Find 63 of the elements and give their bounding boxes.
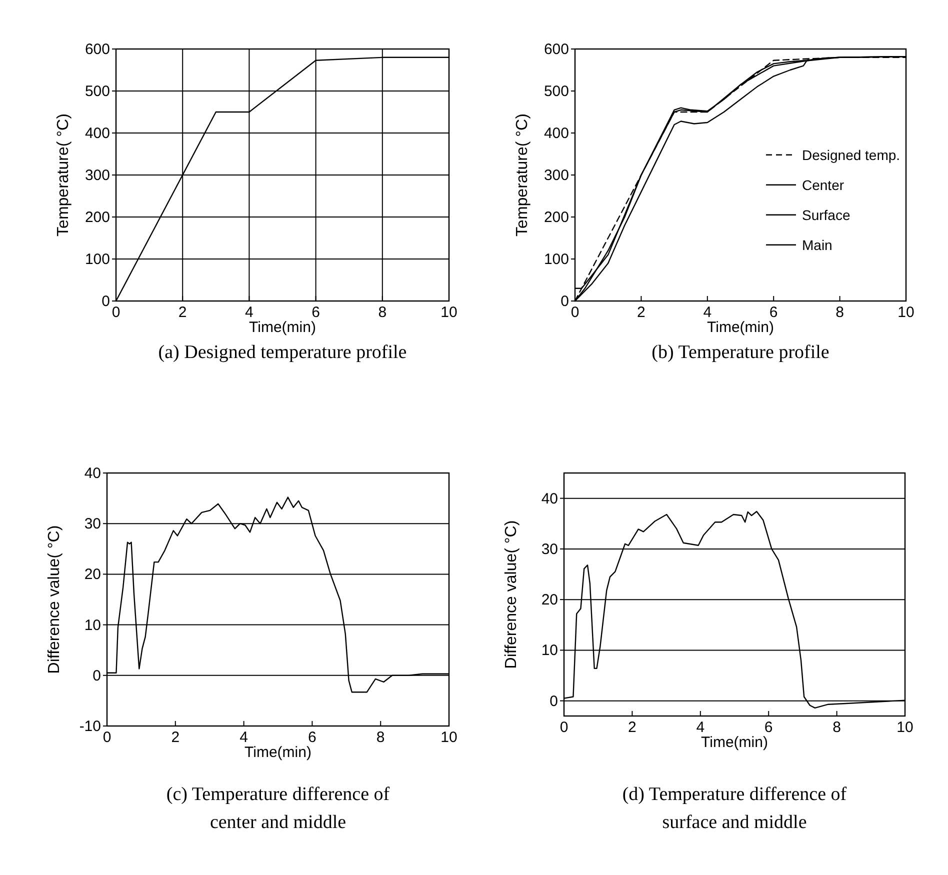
x-tick-label: 0 [112, 304, 120, 321]
text: (b) Temperature profile [652, 342, 830, 363]
y-tick-label: 300 [544, 167, 569, 184]
x-tick-label: 2 [628, 719, 636, 736]
y-tick-label: 600 [84, 41, 110, 58]
y-tick-label: 0 [102, 293, 110, 310]
x-tick-label: 4 [245, 304, 254, 321]
y-tick-label: 0 [560, 293, 569, 310]
legend-label: Center [802, 176, 844, 193]
y-tick-label: 20 [84, 566, 101, 584]
y-tick-label: 10 [541, 642, 558, 660]
y-tick-label: 0 [92, 667, 101, 684]
y-tick-label: 40 [541, 490, 558, 508]
x-tick-label: 0 [570, 304, 580, 321]
text: (c) Temperature difference of center and middle [166, 784, 390, 833]
legend-label: Main [802, 236, 832, 253]
y-tick-label: -10 [79, 718, 101, 735]
y-tick-label: 400 [84, 125, 110, 142]
y-tick-label: 200 [544, 209, 569, 226]
x-tick-label: 4 [703, 304, 712, 321]
x-tick-label: 2 [178, 304, 187, 321]
y-tick-label: 30 [84, 516, 101, 533]
y-tick-label: 30 [541, 540, 558, 558]
text: (a) Designed temperature profile [158, 342, 407, 363]
y-axis-title: Temperature( °C) [55, 114, 72, 236]
text: (d) Temperature difference of surface and middle [622, 784, 848, 833]
x-tick-label: 6 [312, 304, 320, 321]
y-axis-title: Temperature( °C) [514, 114, 531, 236]
x-tick-label: 6 [769, 304, 778, 321]
legend-label: Surface [802, 206, 850, 223]
x-tick-label: 6 [308, 729, 316, 746]
x-tick-label: 6 [764, 719, 773, 736]
x-tick-label: 8 [836, 304, 844, 321]
x-axis-title: Time(min) [707, 319, 774, 336]
x-tick-label: 10 [898, 304, 914, 321]
y-tick-label: 200 [84, 209, 110, 226]
x-tick-label: 8 [832, 719, 841, 736]
x-tick-label: 10 [440, 729, 458, 746]
x-axis-title: Time(min) [244, 744, 312, 761]
y-tick-label: 100 [84, 251, 110, 268]
x-axis-title: Time(min) [701, 734, 768, 751]
y-tick-label: 500 [84, 83, 110, 100]
x-axis-title: Time(min) [249, 319, 316, 336]
y-tick-label: 300 [84, 167, 110, 184]
y-tick-label: 0 [550, 692, 558, 710]
y-tick-label: 20 [541, 592, 558, 609]
x-tick-label: 2 [171, 729, 180, 746]
y-tick-label: 10 [84, 616, 101, 634]
y-tick-label: 100 [544, 251, 569, 268]
y-tick-label: 400 [544, 125, 569, 142]
y-tick-label: 600 [544, 41, 569, 58]
y-tick-label: 40 [84, 465, 101, 482]
x-tick-label: 4 [696, 719, 705, 736]
x-tick-label: 8 [378, 304, 387, 321]
x-tick-label: 4 [240, 729, 248, 746]
x-tick-label: 10 [440, 304, 458, 321]
y-tick-label: 500 [544, 83, 569, 100]
legend-label: Designed temp. [802, 146, 900, 163]
x-tick-label: 8 [376, 729, 385, 746]
x-tick-label: 10 [896, 719, 914, 736]
y-axis-title: Difference value( °C) [46, 525, 63, 674]
y-axis-title: Difference value( °C) [503, 520, 520, 669]
x-tick-label: 2 [637, 304, 646, 321]
